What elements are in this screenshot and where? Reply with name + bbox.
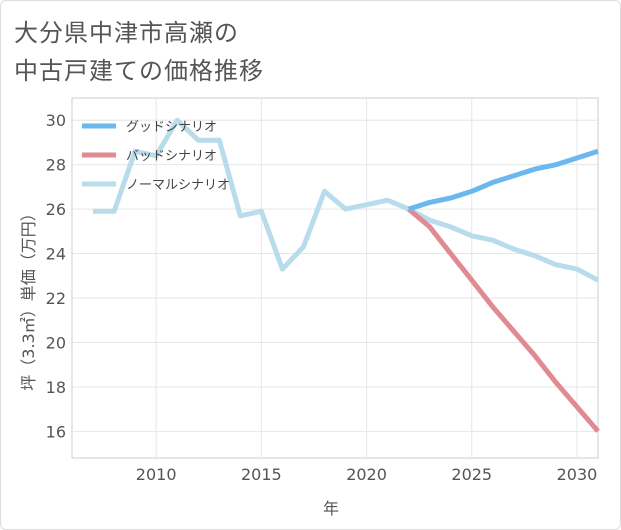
x-tick-label: 2010 — [136, 465, 177, 484]
y-tick-label: 16 — [46, 422, 66, 441]
legend-label-2: ノーマルシナリオ — [126, 178, 230, 193]
y-axis-label: 坪（3.3㎡）単価（万円） — [19, 205, 38, 390]
y-tick-label: 20 — [46, 333, 66, 352]
x-tick-label: 2015 — [241, 465, 282, 484]
series-line-2 — [93, 117, 600, 283]
series-line-1 — [406, 207, 600, 433]
legend-label-1: バッドシナリオ — [126, 149, 217, 164]
y-tick-label: 28 — [46, 156, 66, 175]
series-lines — [93, 117, 600, 433]
page-title: 大分県中津市高瀬の 中古戸建ての価格推移 — [14, 14, 264, 90]
y-tick-label: 24 — [46, 245, 66, 264]
x-tick-label: 2020 — [346, 465, 387, 484]
series-line-0 — [407, 148, 599, 212]
x-axis-label: 年 — [323, 499, 339, 518]
y-tick-label: 30 — [46, 111, 66, 130]
legend-label-0: グッドシナリオ — [126, 120, 217, 135]
title-line-2: 中古戸建ての価格推移 — [14, 57, 264, 85]
plot-area — [71, 97, 599, 459]
x-tick-label: 2025 — [451, 465, 492, 484]
y-tick-label: 18 — [46, 378, 66, 397]
title-line-1: 大分県中津市高瀬の — [14, 19, 239, 47]
y-tick-label: 22 — [46, 289, 66, 308]
y-tick-label: 26 — [46, 200, 66, 219]
tick-labels: 16 18 20 22 24 26 28 30 2010 2015 2020 2025 2030 — [46, 111, 598, 484]
x-tick-label: 2030 — [557, 465, 598, 484]
